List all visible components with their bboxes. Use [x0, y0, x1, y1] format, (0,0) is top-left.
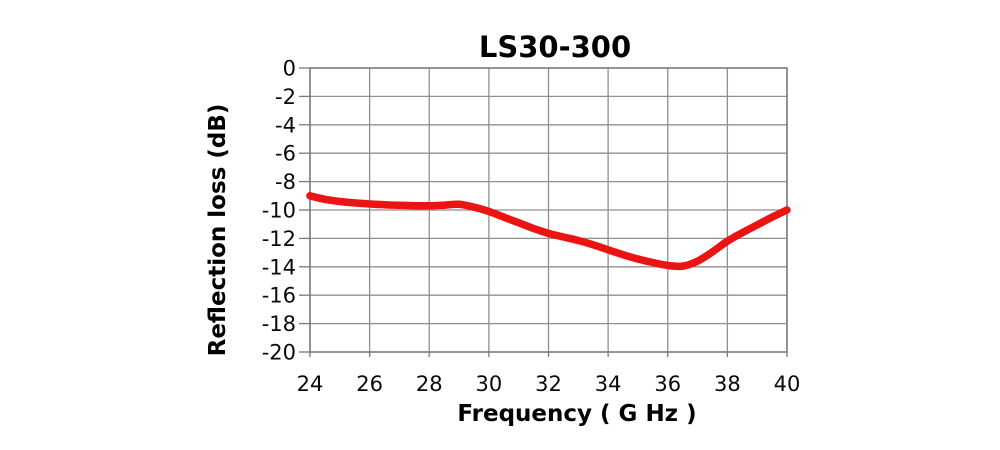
chart-title: LS30-300	[478, 30, 632, 64]
y-tick-label: -4	[275, 113, 296, 137]
y-tick-label: -16	[262, 284, 296, 308]
y-tick-label: -8	[275, 170, 296, 194]
y-axis-title: Reflection loss (dB)	[205, 103, 231, 357]
x-tick-label: 38	[714, 372, 741, 396]
y-tick-label: -20	[262, 341, 296, 365]
x-axis-title: Frequency ( G Hz )	[457, 401, 697, 427]
y-tick-label: -2	[275, 85, 296, 109]
x-tick-label: 40	[774, 372, 801, 396]
y-tick-label: 0	[283, 57, 296, 81]
series-line-ls30-300	[306, 192, 791, 271]
x-tick-label: 32	[535, 372, 562, 396]
x-tick-label: 30	[476, 372, 503, 396]
x-tick-label: 26	[356, 372, 383, 396]
y-tick-label: -6	[275, 142, 296, 166]
y-tick-label: -10	[262, 199, 296, 223]
x-tick-label: 24	[297, 372, 324, 396]
y-tick-label: -12	[262, 227, 296, 251]
x-tick-label: 34	[595, 372, 622, 396]
y-tick-label: -14	[262, 255, 296, 279]
y-tick-label: -18	[262, 312, 296, 336]
x-tick-label: 28	[416, 372, 443, 396]
x-tick-label: 36	[654, 372, 681, 396]
